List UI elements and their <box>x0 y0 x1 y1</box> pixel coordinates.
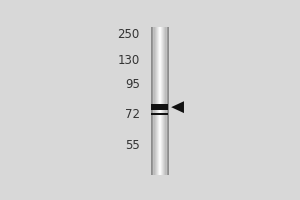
Bar <box>154 27 155 175</box>
Text: 130: 130 <box>118 54 140 67</box>
Bar <box>153 27 154 175</box>
Bar <box>166 27 167 175</box>
Text: 95: 95 <box>125 78 140 91</box>
Text: 72: 72 <box>125 108 140 121</box>
Bar <box>155 27 156 175</box>
Bar <box>151 27 168 175</box>
Bar <box>164 27 165 175</box>
Bar <box>156 27 157 175</box>
Bar <box>160 27 161 175</box>
Bar <box>161 27 162 175</box>
Bar <box>151 113 168 115</box>
Bar <box>168 27 169 175</box>
Text: 250: 250 <box>118 28 140 41</box>
Bar <box>158 27 159 175</box>
Bar <box>159 27 160 175</box>
Text: 55: 55 <box>125 139 140 152</box>
Polygon shape <box>171 101 184 113</box>
Bar <box>167 27 168 175</box>
Bar <box>151 27 152 175</box>
Bar <box>162 27 163 175</box>
Bar <box>151 104 168 110</box>
Bar <box>157 27 158 175</box>
Bar <box>165 27 166 175</box>
Bar <box>163 27 164 175</box>
